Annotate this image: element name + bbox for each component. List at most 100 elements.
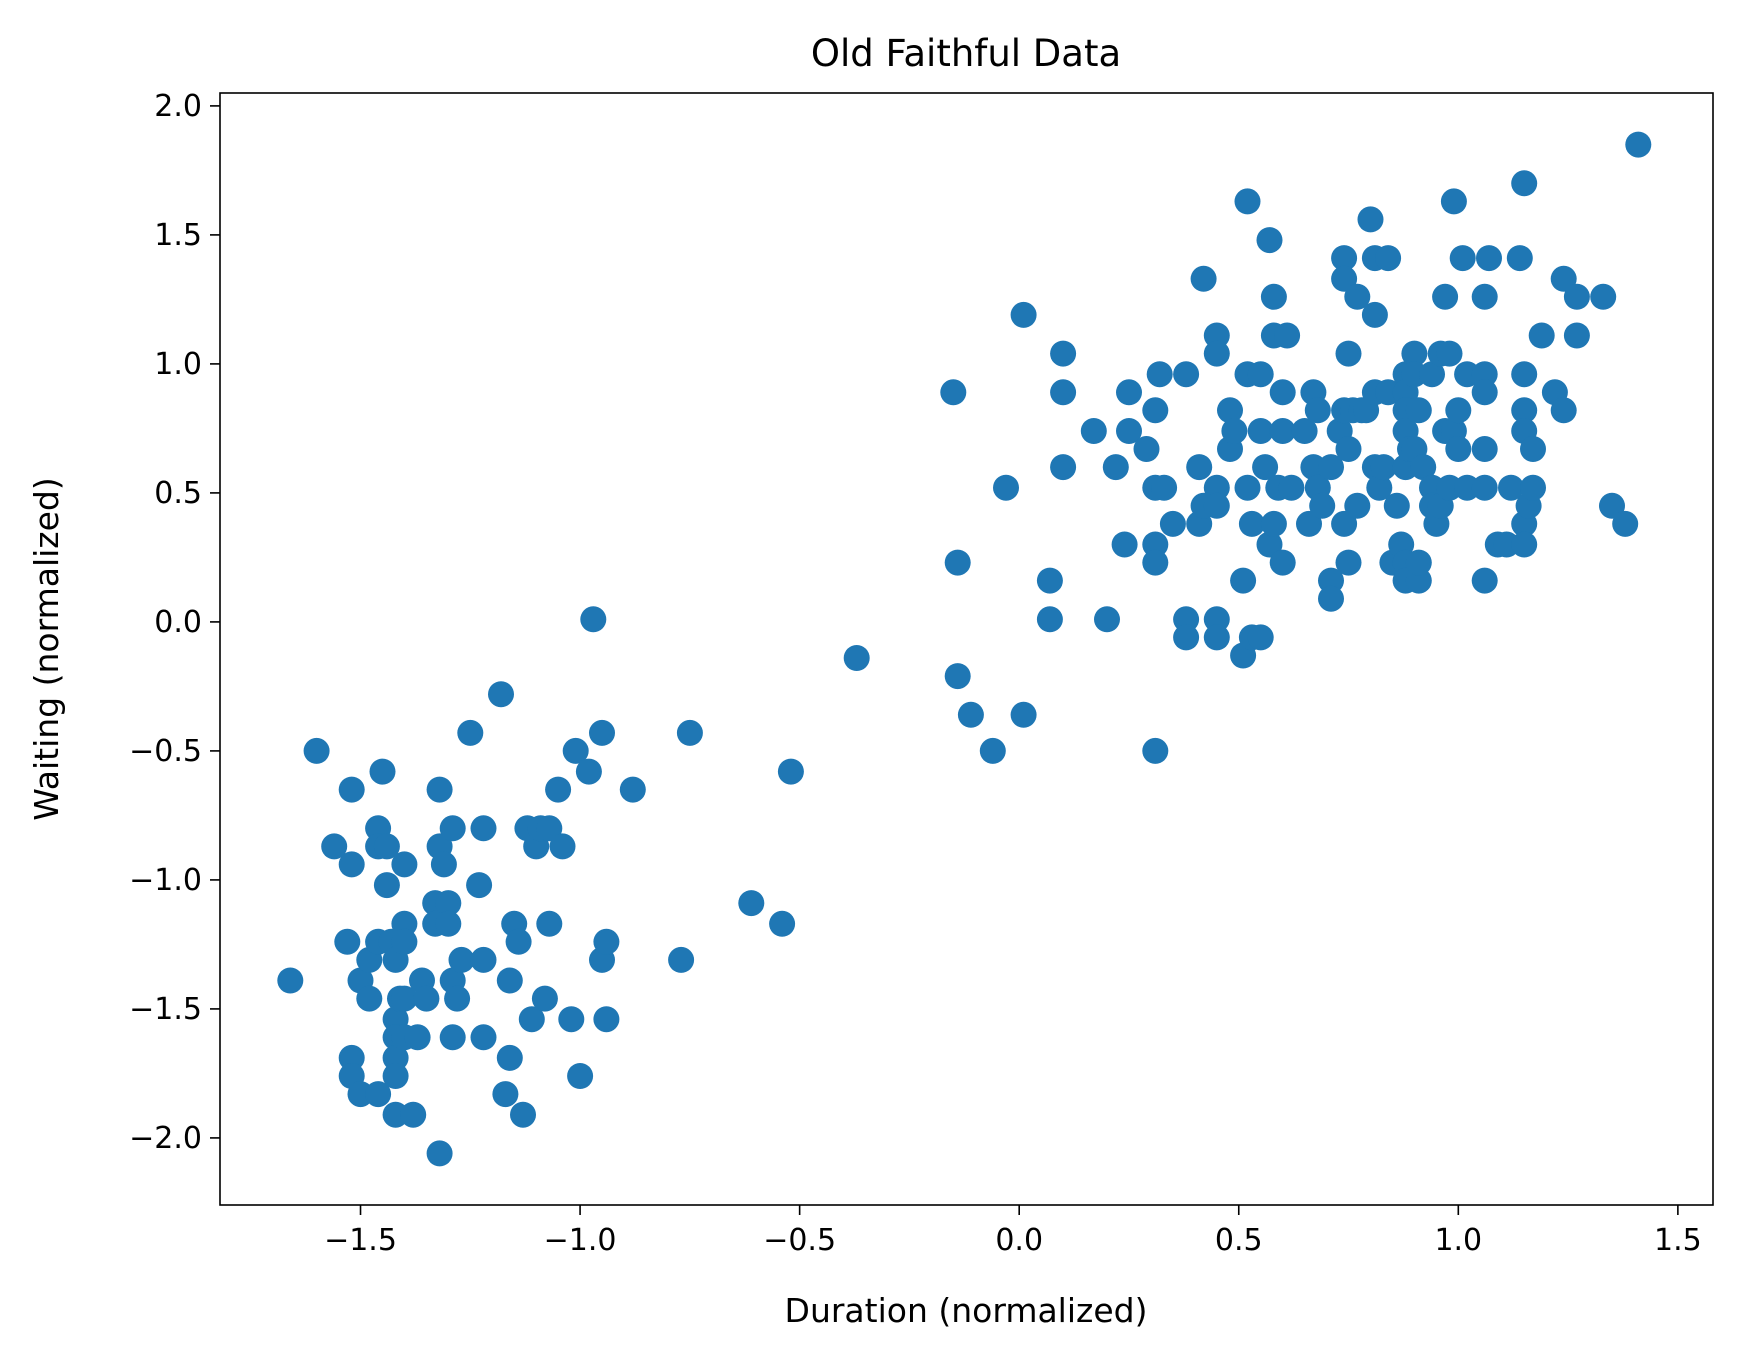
data-point-235 (1511, 531, 1538, 558)
data-point-222 (1471, 436, 1498, 462)
data-point-32 (400, 1101, 427, 1128)
data-point-230 (1511, 170, 1538, 197)
data-point-106 (1142, 397, 1169, 424)
data-point-224 (1471, 567, 1498, 594)
data-point-161 (1318, 585, 1344, 612)
data-point-97 (1050, 379, 1077, 406)
data-point-135 (1238, 510, 1265, 537)
data-point-91 (993, 474, 1019, 501)
data-point-138 (1247, 418, 1274, 444)
data-point-82 (738, 890, 765, 917)
data-point-185 (1383, 492, 1410, 519)
data-point-102 (1111, 531, 1138, 558)
data-point-55 (492, 1081, 519, 1108)
data-point-214 (1445, 397, 1472, 424)
data-point-33 (404, 1024, 431, 1051)
data-point-57 (496, 1044, 523, 1071)
data-point-158 (1309, 492, 1336, 519)
data-point-134 (1234, 474, 1261, 501)
data-point-156 (1304, 397, 1331, 424)
data-point-47 (444, 985, 471, 1012)
data-point-74 (580, 606, 607, 633)
data-point-70 (558, 1006, 585, 1033)
y-tick-label: −2.0 (129, 1121, 202, 1156)
x-tick-label: 1.5 (1654, 1223, 1702, 1258)
x-tick-label: 0.5 (1215, 1223, 1263, 1258)
data-point-75 (589, 719, 615, 746)
data-point-42 (435, 890, 462, 917)
data-point-221 (1471, 379, 1498, 406)
data-point-54 (488, 681, 514, 708)
y-axis-label: Waiting (normalized) (27, 477, 66, 821)
data-point-132 (1234, 188, 1261, 215)
data-point-101 (1102, 454, 1129, 481)
data-point-172 (1344, 492, 1371, 519)
data-point-66 (536, 815, 563, 842)
data-point-86 (940, 379, 967, 406)
data-point-68 (545, 776, 572, 803)
data-point-163 (1331, 245, 1358, 272)
data-point-115 (1173, 606, 1200, 633)
x-tick-label: −1.0 (544, 1223, 617, 1258)
data-point-149 (1269, 549, 1296, 576)
x-tick-label: 1.0 (1434, 1223, 1482, 1258)
data-point-38 (426, 776, 453, 803)
data-point-153 (1296, 510, 1322, 537)
data-point-164 (1331, 265, 1358, 292)
data-point-220 (1471, 361, 1498, 388)
data-point-167 (1335, 340, 1362, 367)
data-point-244 (1563, 322, 1590, 349)
data-point-181 (1370, 454, 1397, 481)
data-point-119 (1190, 265, 1217, 292)
x-tick-label: 0.0 (995, 1223, 1043, 1258)
data-point-242 (1550, 397, 1577, 424)
data-point-143 (1260, 283, 1287, 310)
data-point-152 (1291, 418, 1318, 444)
y-tick-label: 1.5 (154, 218, 202, 253)
data-point-108 (1142, 531, 1169, 558)
data-point-69 (549, 833, 576, 860)
data-point-90 (979, 737, 1006, 764)
x-tick-label: −1.5 (324, 1223, 397, 1258)
data-points (277, 131, 1652, 1167)
data-point-56 (496, 967, 523, 994)
data-point-239 (1528, 322, 1555, 349)
data-point-15 (365, 1081, 392, 1108)
data-point-232 (1511, 397, 1538, 424)
data-point-79 (619, 776, 646, 803)
data-point-150 (1274, 322, 1301, 349)
data-point-166 (1331, 510, 1358, 537)
data-point-24 (382, 1063, 409, 1089)
plot-area-frame (219, 92, 1714, 1206)
data-point-168 (1335, 436, 1362, 462)
data-point-160 (1318, 567, 1344, 594)
data-point-67 (536, 910, 563, 937)
data-point-4 (338, 776, 365, 803)
data-point-18 (373, 833, 400, 860)
data-point-125 (1203, 606, 1230, 633)
data-point-151 (1278, 474, 1305, 501)
data-point-238 (1520, 436, 1546, 462)
data-point-80 (668, 946, 695, 973)
data-point-195 (1401, 340, 1428, 367)
chart-title: Old Faithful Data (811, 32, 1121, 75)
data-point-99 (1080, 418, 1107, 444)
data-point-121 (1203, 322, 1230, 349)
data-point-98 (1050, 454, 1077, 481)
data-point-44 (439, 815, 466, 842)
data-point-142 (1256, 531, 1283, 558)
y-tick-label: 1.0 (154, 347, 202, 382)
data-point-100 (1094, 606, 1120, 633)
data-point-16 (369, 758, 396, 785)
data-point-65 (531, 985, 558, 1012)
data-point-78 (593, 1006, 620, 1033)
y-tick-label: −1.5 (129, 992, 202, 1027)
data-point-77 (593, 928, 620, 955)
data-point-225 (1476, 245, 1502, 272)
data-point-85 (843, 645, 870, 671)
data-point-87 (944, 549, 971, 576)
data-point-122 (1203, 340, 1230, 367)
data-point-210 (1436, 340, 1463, 367)
data-point-123 (1203, 474, 1230, 501)
data-point-126 (1203, 624, 1230, 651)
